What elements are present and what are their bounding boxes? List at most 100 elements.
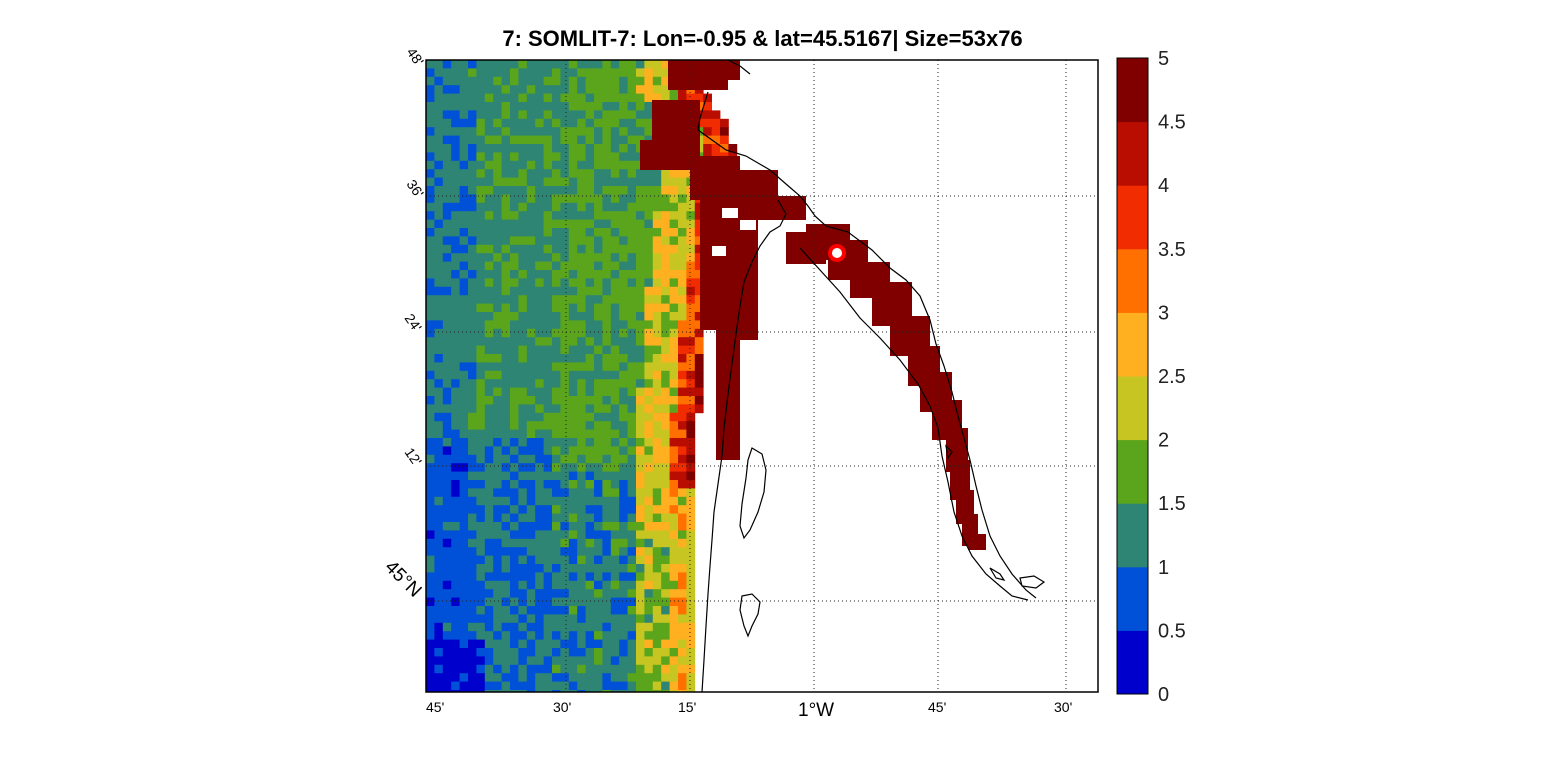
data-cell xyxy=(468,446,477,456)
data-cell xyxy=(468,496,477,506)
data-cell xyxy=(484,622,494,632)
data-cell xyxy=(661,278,670,288)
data-cell xyxy=(594,135,603,145)
data-cell xyxy=(493,118,502,128)
data-cell xyxy=(468,538,477,548)
data-cell xyxy=(577,580,586,590)
colorbar-tick-label: 0.5 xyxy=(1158,620,1186,642)
data-cell xyxy=(493,421,502,430)
colorbar xyxy=(1117,58,1148,695)
data-cell xyxy=(627,295,637,304)
data-cell xyxy=(426,127,435,136)
data-cell xyxy=(510,261,519,271)
data-cell xyxy=(442,690,452,693)
data-cell xyxy=(426,135,435,145)
data-cell xyxy=(627,572,637,582)
data-cell xyxy=(451,547,460,556)
data-cell xyxy=(619,631,628,640)
data-cell xyxy=(678,362,687,372)
data-cell xyxy=(568,135,578,145)
data-cell xyxy=(493,471,502,481)
data-cell xyxy=(526,362,536,372)
data-cell xyxy=(602,555,612,565)
data-cell xyxy=(451,186,460,195)
data-cell xyxy=(577,93,586,103)
data-cell xyxy=(518,387,528,397)
data-cell xyxy=(669,303,679,313)
data-cell xyxy=(459,412,469,422)
data-cell xyxy=(434,102,444,111)
data-cell xyxy=(686,438,696,447)
data-cell xyxy=(543,454,553,464)
data-cell xyxy=(577,505,586,514)
data-cell xyxy=(594,648,603,657)
data-cell xyxy=(526,606,536,615)
data-cell xyxy=(552,60,561,69)
data-cell xyxy=(426,370,435,380)
data-cell xyxy=(535,597,544,607)
data-cell xyxy=(610,622,620,632)
data-cell xyxy=(560,690,570,693)
data-cell xyxy=(644,664,654,674)
data-cell xyxy=(501,312,511,321)
data-cell xyxy=(543,505,553,514)
lat-tick-label: 48' xyxy=(404,45,428,69)
data-cell xyxy=(442,110,452,120)
data-cell xyxy=(585,186,595,195)
data-cell xyxy=(602,303,612,313)
data-cell xyxy=(552,278,561,288)
data-cell xyxy=(501,622,511,632)
data-cell xyxy=(476,387,486,397)
data-cell xyxy=(594,673,603,682)
data-cell xyxy=(560,496,570,506)
data-cell xyxy=(652,253,662,262)
data-cell xyxy=(476,160,486,170)
data-cell xyxy=(602,513,612,523)
data-cell xyxy=(568,328,578,338)
data-cell xyxy=(501,169,511,178)
data-cell xyxy=(484,606,494,615)
data-cell xyxy=(602,186,612,195)
data-cell xyxy=(652,286,662,296)
data-cell xyxy=(526,345,536,355)
data-cell xyxy=(652,177,662,187)
data-cell xyxy=(493,589,502,598)
data-cell xyxy=(434,160,444,170)
data-cell xyxy=(644,538,654,548)
data-cell xyxy=(493,160,502,170)
data-cell xyxy=(526,496,536,506)
data-cell xyxy=(627,648,637,657)
data-cell xyxy=(711,110,721,120)
data-cell xyxy=(644,244,654,254)
data-cell xyxy=(568,463,578,472)
data-cell xyxy=(459,68,469,78)
data-cell xyxy=(694,370,704,380)
data-cell xyxy=(493,68,502,78)
data-cell xyxy=(627,454,637,464)
data-cell xyxy=(560,253,570,262)
data-cell xyxy=(619,85,628,94)
data-cell xyxy=(610,631,620,640)
data-cell xyxy=(434,656,444,666)
data-cell xyxy=(518,102,528,111)
data-cell xyxy=(577,480,586,489)
data-cell xyxy=(510,118,519,128)
data-cell xyxy=(644,295,654,304)
data-cell xyxy=(652,463,662,472)
data-cell xyxy=(568,93,578,103)
data-cell xyxy=(678,589,687,598)
data-cell xyxy=(451,93,460,103)
data-cell xyxy=(627,505,637,514)
data-cell xyxy=(484,614,494,624)
data-cell xyxy=(543,228,553,237)
data-cell xyxy=(661,312,670,321)
data-cell xyxy=(627,488,637,498)
data-cell xyxy=(451,564,460,573)
data-cell xyxy=(602,261,612,271)
data-cell xyxy=(510,169,519,178)
data-cell xyxy=(661,286,670,296)
data-cell xyxy=(568,438,578,447)
data-cell xyxy=(518,488,528,498)
data-cell xyxy=(568,202,578,212)
data-cell xyxy=(451,538,460,548)
